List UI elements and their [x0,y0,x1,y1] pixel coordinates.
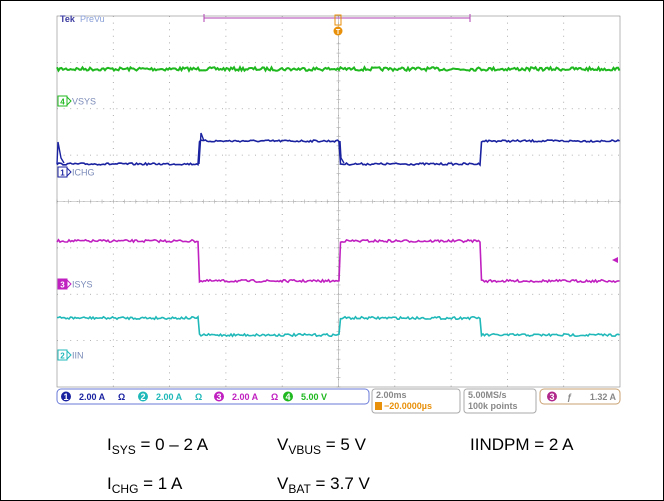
caption-main: I [107,435,112,454]
channel-icon: Ω [118,392,125,402]
caption-main: V [277,474,289,493]
channel-scale: 2.00 A [79,392,106,402]
channel-arrow [66,279,72,289]
caption-rest: = 0 – 2 A [136,435,209,454]
channel-badge [214,391,224,402]
trigger-source-badge [547,391,557,402]
channel-number: 2 [140,392,145,402]
caption-main: I [107,474,112,493]
caption-sub: VBUS [288,443,321,457]
traces [56,64,621,338]
channel-scale: 2.00 A [156,392,183,402]
channel-scale: 5.00 V [301,392,327,402]
channel-badge [57,95,68,107]
channel-number: 4 [285,392,290,402]
status-box [371,388,461,414]
timebase: 2.00ms [376,390,407,400]
caption-main: V [277,435,289,454]
status-box [463,388,537,414]
channel-badge [57,166,68,178]
channel-label: ICHG [72,168,95,178]
channel-number: 3 [216,392,221,402]
channel-scale: 2.00 A [232,392,259,402]
channel-badge [57,349,68,361]
caption-sub: SYS [112,443,136,457]
channel-label: VSYS [72,97,96,107]
channel-marker: 4 [60,98,65,107]
caption: ISYS = 0 – 2 A [107,435,209,457]
waveform [56,238,620,284]
waveform-spike [56,141,65,165]
trigger-position [334,14,342,26]
waveform-spike [339,140,345,164]
ref-arrow [612,257,618,263]
channel-badge [138,391,148,402]
trigger-marker-text: T [336,29,341,36]
channel-icon: Ω [271,392,278,402]
channel-number: 1 [63,392,68,402]
channel-marker: 3 [60,281,65,290]
channel-labels: 4 VSYS 1 ICHG 3 ISYS 2 IIN [57,95,96,361]
delay: −20.0000µs [384,401,432,411]
waveform [56,138,620,167]
trigger-marker [333,26,343,36]
delay-icon [375,402,382,410]
trigger-source: 3 [549,392,554,402]
channel-icon: Ω [195,392,202,402]
caption-sub: BAT [288,482,311,496]
graticule [56,15,621,388]
channel-marker: 1 [60,169,65,178]
channel-arrow [66,96,72,106]
sample-rate: 5.00MS/s [468,390,507,400]
record-length: 100k points [468,401,518,411]
status-box [56,388,370,405]
waveform-spike [198,132,205,165]
status-box [539,388,621,405]
caption-main: IINDPM = 2 A [470,435,574,454]
mode: PreVu [80,14,105,24]
channel-label: IIN [72,351,84,361]
channel-badge [57,278,68,290]
caption: VBAT = 3.7 V [277,474,371,496]
caption-rest: = 1 A [138,474,183,493]
channel-badge [283,391,293,402]
caption-sub: CHG [112,482,139,496]
channel-arrow [66,350,72,360]
channel-arrow [66,167,72,177]
caption: ICHG = 1 A [107,474,183,496]
caption: IINDPM = 2 A [470,435,574,454]
trigger-slope: ƒ [567,392,572,402]
waveform [56,315,620,338]
trigger-level: 1.32 A [590,392,617,402]
channel-marker: 2 [60,352,65,361]
channel-label: ISYS [72,280,93,290]
caption-rest: = 3.7 V [311,474,371,493]
brand: Tek [60,14,76,24]
channel-badge [61,391,71,402]
screen-frame [56,15,621,388]
caption-rest: = 5 V [321,435,367,454]
captions: ISYS = 0 – 2 A VVBUS = 5 V IINDPM = 2 AICH… [107,435,574,496]
status-bar: 1 2.00 A Ω 2 2.00 A Ω 3 2.00 A Ω 4 5.00 V [61,391,327,402]
caption: VVBUS = 5 V [277,435,367,457]
waveform [56,64,621,73]
